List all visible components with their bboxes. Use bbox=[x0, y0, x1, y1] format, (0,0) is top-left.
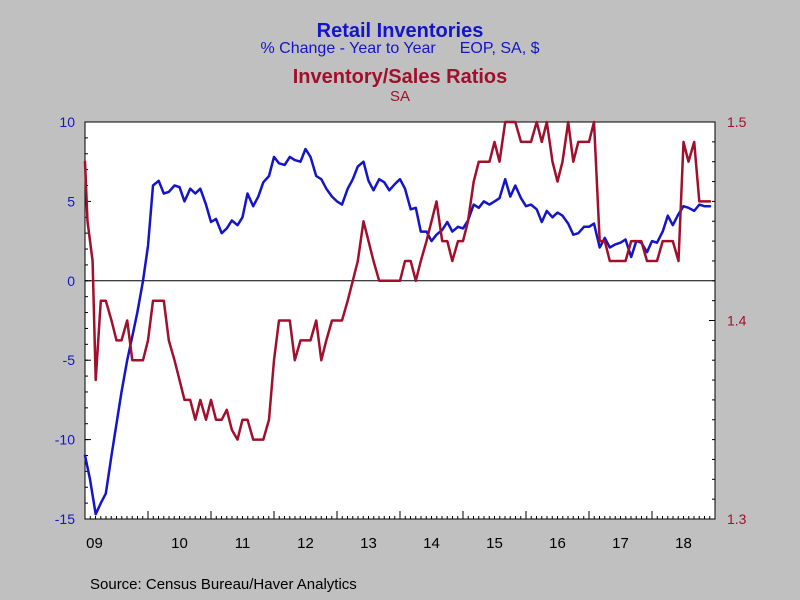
x-axis-tick-label: 10 bbox=[171, 535, 188, 552]
x-axis-tick-label: 17 bbox=[612, 535, 629, 552]
right-axis-tick-label: 1.4 bbox=[727, 313, 747, 329]
x-axis-tick-label: 11 bbox=[235, 535, 251, 552]
x-axis-tick-label: 09 bbox=[86, 535, 103, 552]
x-axis-tick-label: 15 bbox=[486, 535, 503, 552]
chart-title-inventories: Retail Inventories bbox=[316, 20, 484, 42]
left-axis-tick-label: 5 bbox=[67, 193, 75, 209]
left-axis-tick-label: -10 bbox=[55, 432, 75, 448]
chart-subtitle-ratios: SA bbox=[389, 88, 410, 105]
x-axis-tick-label: 12 bbox=[297, 535, 314, 552]
left-axis-tick-label: -5 bbox=[63, 352, 76, 368]
left-axis-tick-label: 10 bbox=[59, 114, 75, 130]
subtitle-measure: % Change - Year to Year bbox=[260, 40, 436, 57]
right-axis-tick-label: 1.5 bbox=[727, 114, 747, 130]
left-axis-tick-label: -15 bbox=[55, 511, 75, 527]
chart-subtitle-inventories: % Change - Year to Year EOP, SA, $ bbox=[0, 40, 800, 58]
x-axis-tick-label: 18 bbox=[675, 535, 692, 552]
chart-title-ratios: Inventory/Sales Ratios bbox=[292, 66, 508, 88]
left-axis-tick-label: 0 bbox=[67, 273, 75, 289]
right-axis-tick-label: 1.3 bbox=[727, 511, 747, 527]
series-line-retail-inventories bbox=[83, 147, 712, 516]
x-axis-tick-label: 16 bbox=[549, 535, 566, 552]
subtitle-units: EOP, SA, $ bbox=[459, 40, 540, 57]
source-note: Source: Census Bureau/Haver Analytics bbox=[90, 576, 357, 593]
series-line-inventory-sales-ratio bbox=[83, 120, 712, 441]
x-axis-tick-label: 14 bbox=[423, 535, 440, 552]
x-axis-tick-label: 13 bbox=[360, 535, 377, 552]
